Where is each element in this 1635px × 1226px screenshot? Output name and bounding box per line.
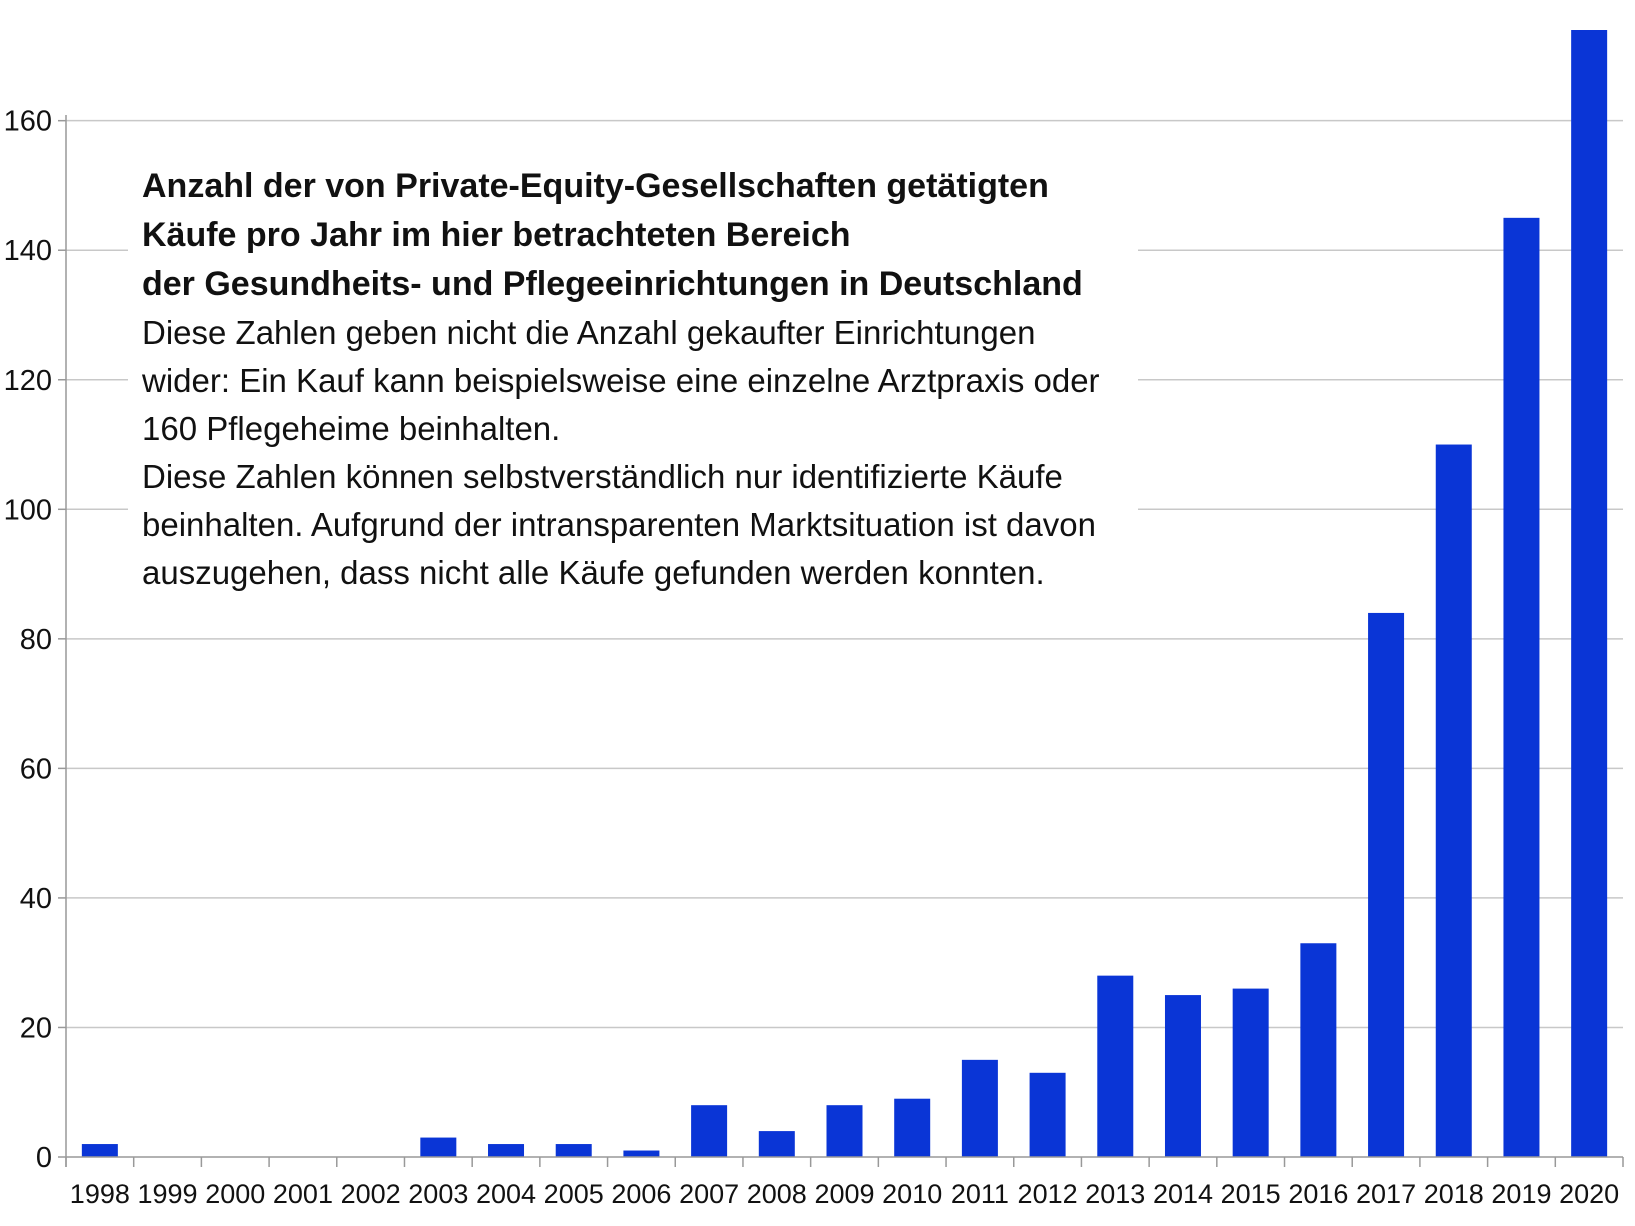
- bar-2012: [1029, 1072, 1066, 1157]
- annotation-text-line: beinhalten. Aufgrund der intransparenten…: [142, 506, 1096, 543]
- bar-2008: [758, 1131, 795, 1157]
- y-tick-label: 100: [4, 494, 52, 526]
- bar-2011: [961, 1059, 998, 1157]
- bar-2010: [894, 1098, 931, 1157]
- annotation-text-line: 160 Pflegeheime beinhalten.: [142, 410, 561, 447]
- bar-2006: [623, 1150, 660, 1157]
- y-tick-label: 140: [4, 235, 52, 267]
- annotation-title-line: Käufe pro Jahr im hier betrachteten Bere…: [142, 216, 851, 254]
- bar-2007: [691, 1105, 728, 1157]
- annotation-paragraph-2: Diese Zahlen können selbstverständlich n…: [142, 453, 1124, 597]
- x-tick-label: 2014: [1153, 1179, 1213, 1209]
- x-tick-label: 1998: [70, 1179, 130, 1209]
- x-tick-label: 2003: [408, 1179, 468, 1209]
- annotation-title-line: der Gesundheits- und Pflegeeinrichtungen…: [142, 265, 1083, 303]
- x-tick-label: 2009: [814, 1179, 874, 1209]
- y-tick-label: 80: [20, 624, 52, 656]
- annotation-text-line: Diese Zahlen geben nicht die Anzahl geka…: [142, 314, 1036, 351]
- bar-2019: [1503, 217, 1540, 1158]
- x-tick-label: 2019: [1491, 1179, 1551, 1209]
- x-tick-label: 2015: [1221, 1179, 1281, 1209]
- annotation-title-line: Anzahl der von Private-Equity-Gesellscha…: [142, 167, 1049, 205]
- x-tick-label: 2018: [1424, 1179, 1484, 1209]
- bar-2004: [488, 1144, 525, 1157]
- bar-2018: [1435, 444, 1472, 1157]
- x-tick-label: 2012: [1018, 1179, 1078, 1209]
- bars: [81, 30, 1608, 1158]
- x-tick-label: 2001: [273, 1179, 333, 1209]
- x-tick-label: 2008: [747, 1179, 807, 1209]
- x-tick-label: 2016: [1288, 1179, 1348, 1209]
- y-tick-label: 40: [20, 883, 52, 915]
- y-tick-labels: 0 20 40 60 80 100 120 140 160: [4, 106, 52, 1174]
- bar-2020: [1571, 30, 1608, 1157]
- x-tick-label: 2005: [544, 1179, 604, 1209]
- y-tick-label: 20: [20, 1012, 52, 1044]
- annotation-title: Anzahl der von Private-Equity-Gesellscha…: [142, 162, 1124, 309]
- bar-2016: [1300, 943, 1337, 1157]
- x-tick-labels: 1998 1999 2000 2001 2002 2003 2004 2005 2006 2007…: [70, 1179, 1619, 1209]
- bar-2013: [1097, 975, 1134, 1157]
- annotation-paragraph-1: Diese Zahlen geben nicht die Anzahl geka…: [142, 309, 1124, 453]
- bar-2015: [1232, 988, 1269, 1157]
- x-tick-label: 2010: [882, 1179, 942, 1209]
- x-tick-label: 2000: [205, 1179, 265, 1209]
- annotation-text-line: auszugehen, dass nicht alle Käufe gefund…: [142, 554, 1045, 591]
- y-tick-label: 160: [4, 106, 52, 138]
- bar-2014: [1164, 995, 1201, 1157]
- x-tick-label: 2017: [1356, 1179, 1416, 1209]
- x-tick-label: 2004: [476, 1179, 536, 1209]
- y-tick-label: 120: [4, 365, 52, 397]
- annotation-text-line: Diese Zahlen können selbstverständlich n…: [142, 458, 1063, 495]
- bar-1998: [81, 1144, 118, 1157]
- x-tick-label: 2006: [611, 1179, 671, 1209]
- annotation-text-line: wider: Ein Kauf kann beispielsweise eine…: [142, 362, 1100, 399]
- chart-annotation: Anzahl der von Private-Equity-Gesellscha…: [128, 158, 1138, 609]
- y-tick-label: 0: [36, 1142, 52, 1174]
- bar-2005: [555, 1144, 592, 1157]
- x-tick-label: 2013: [1085, 1179, 1145, 1209]
- x-tick-label: 2002: [341, 1179, 401, 1209]
- bar-2003: [420, 1137, 457, 1157]
- bar-2009: [826, 1105, 863, 1157]
- axes: [58, 115, 1624, 1167]
- x-tick-label: 1999: [138, 1179, 198, 1209]
- y-tick-label: 60: [20, 753, 52, 785]
- x-tick-label: 2020: [1559, 1179, 1619, 1209]
- x-tick-label: 2007: [679, 1179, 739, 1209]
- x-tick-label: 2011: [951, 1179, 1009, 1209]
- bar-2017: [1368, 612, 1405, 1157]
